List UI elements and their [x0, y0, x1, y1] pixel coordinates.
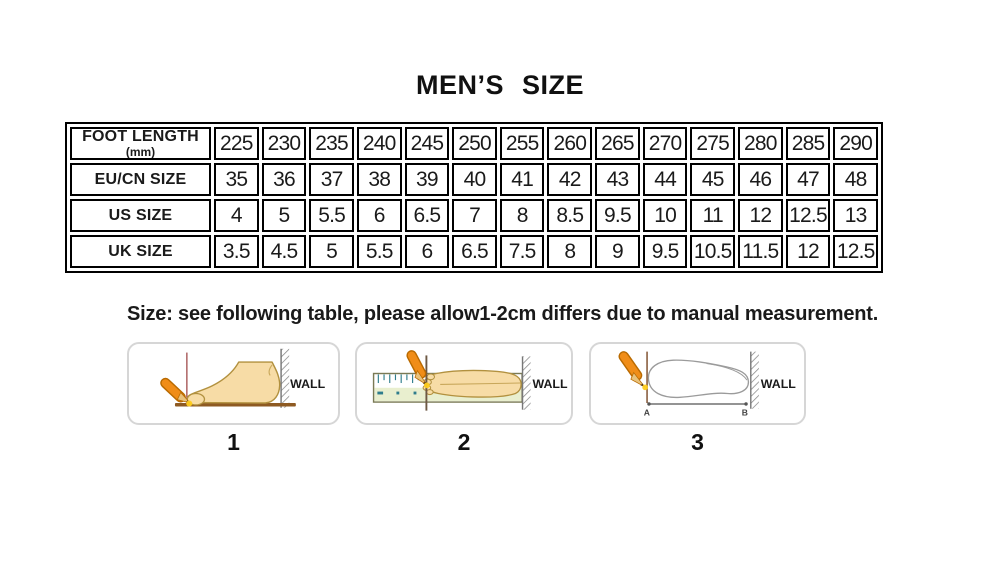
foot-outline-measure-illustration: WALL A B: [618, 351, 796, 417]
size-cell: 8: [499, 199, 545, 232]
foot-side-measure-illustration: WALL: [160, 348, 326, 408]
size-cell: 280: [738, 127, 783, 160]
row-label: FOOT LENGTH (mm): [70, 127, 211, 160]
size-cell: 285: [785, 127, 831, 160]
measure-step-3-panel: WALL A B: [589, 342, 806, 425]
point-a-label: A: [644, 407, 650, 417]
size-cell: 245: [404, 127, 450, 160]
size-cell: 6: [404, 235, 450, 268]
size-cell: 45: [690, 163, 736, 196]
size-cell: 5.5: [356, 235, 402, 268]
size-cell: 250: [452, 127, 497, 160]
size-cell: 42: [547, 163, 593, 196]
foot-ruler-measure-illustration: WALL: [372, 350, 568, 411]
size-cell: 12.5: [785, 199, 831, 232]
row-label: UK SIZE: [70, 235, 211, 268]
wall-label: WALL: [290, 377, 325, 391]
size-cell: 225: [214, 127, 259, 160]
wall-hatch: [521, 356, 531, 410]
size-cell: 41: [499, 163, 545, 196]
size-cell: 37: [309, 163, 354, 196]
point-b-label: B: [742, 407, 748, 417]
size-cell: 8: [547, 235, 593, 268]
step-1-number: 1: [227, 429, 240, 455]
size-cell: 4: [214, 199, 259, 232]
table-row: FOOT LENGTH (mm) 225 230 235 240 245 250 255 260 2…: [70, 127, 878, 160]
size-cell: 10: [642, 199, 688, 232]
size-cell: 9.5: [642, 235, 688, 268]
table-row: EU/CN SIZE 35 36 37 38 39 40 41 42 43 44 45 46 47 48: [70, 163, 878, 196]
size-cell: 12: [738, 199, 783, 232]
measurement-note: Size: see following table, please allow1…: [127, 303, 879, 325]
size-cell: 38: [356, 163, 402, 196]
measure-step-2-panel: WALL: [355, 342, 573, 425]
size-cell: 9.5: [595, 199, 640, 232]
size-cell: 5.5: [309, 199, 354, 232]
step-2-number: 2: [457, 429, 471, 455]
size-cell: 40: [452, 163, 497, 196]
size-cell: 6.5: [404, 199, 450, 232]
size-cell: 7: [452, 199, 497, 232]
size-cell: 43: [595, 163, 640, 196]
size-cell: 5: [309, 235, 354, 268]
size-cell: 235: [309, 127, 354, 160]
wall-hatch: [750, 351, 759, 409]
page-title: MEN’S SIZE: [415, 70, 585, 100]
size-cell: 46: [738, 163, 783, 196]
size-cell: 3.5: [214, 235, 259, 268]
foot-outline-illustration: [647, 359, 750, 399]
size-table-body: FOOT LENGTH (mm) 225 230 235 240 245 250 255 260 2…: [70, 127, 878, 268]
pencil-icon: [618, 351, 649, 391]
length-dimension-line: [647, 402, 748, 406]
size-cell: 275: [690, 127, 736, 160]
size-cell: 260: [547, 127, 593, 160]
pencil-icon: [160, 377, 193, 407]
wall-hatch: [280, 348, 290, 408]
size-cell: 290: [833, 127, 878, 160]
size-cell: 48: [833, 163, 878, 196]
size-conversion-table: FOOT LENGTH (mm) 225 230 235 240 245 250 255 260 2…: [65, 122, 883, 273]
size-cell: 8.5: [547, 199, 593, 232]
size-cell: 12: [785, 235, 831, 268]
row-label: EU/CN SIZE: [70, 163, 211, 196]
floor-line: [174, 403, 296, 407]
size-cell: 230: [261, 127, 307, 160]
size-cell: 6: [356, 199, 402, 232]
row-label: US SIZE: [70, 199, 211, 232]
size-cell: 7.5: [499, 235, 545, 268]
wall-label: WALL: [761, 377, 796, 391]
size-cell: 11: [690, 199, 736, 232]
size-cell: 39: [404, 163, 450, 196]
size-cell: 240: [356, 127, 402, 160]
foot-top-illustration: [422, 369, 522, 398]
wall-label: WALL: [533, 377, 568, 391]
size-cell: 270: [642, 127, 688, 160]
size-cell: 12.5: [833, 235, 878, 268]
size-cell: 47: [785, 163, 831, 196]
size-cell: 36: [261, 163, 307, 196]
table-row: US SIZE 4 5 5.5 6 6.5 7 8 8.5 9.5 10 11 12 12.5 13: [70, 199, 878, 232]
step-3-number: 3: [691, 429, 704, 455]
table-row: UK SIZE 3.5 4.5 5 5.5 6 6.5 7.5 8 9 9.5 10.5 11.5 12 1…: [70, 235, 878, 268]
size-cell: 11.5: [738, 235, 783, 268]
foot-side-illustration: [186, 361, 281, 406]
size-cell: 265: [595, 127, 640, 160]
size-cell: 44: [642, 163, 688, 196]
pencil-icon: [406, 350, 430, 389]
size-cell: 10.5: [690, 235, 736, 268]
measure-step-1-panel: WALL: [127, 342, 340, 425]
size-cell: 6.5: [452, 235, 497, 268]
size-cell: 4.5: [261, 235, 307, 268]
size-cell: 13: [833, 199, 878, 232]
size-cell: 9: [595, 235, 640, 268]
size-cell: 5: [261, 199, 307, 232]
size-cell: 255: [499, 127, 545, 160]
size-cell: 35: [214, 163, 259, 196]
